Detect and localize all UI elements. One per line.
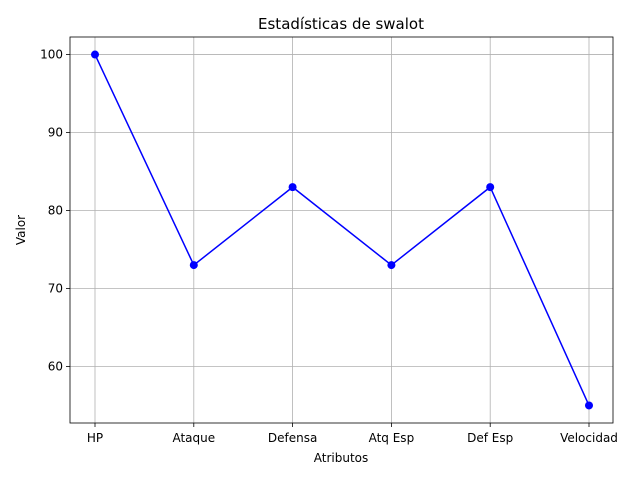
axis-ticks: HP Ataque Defensa Atq Esp Def Esp Velocidad 60…	[40, 48, 618, 445]
y-tick-label: 60	[48, 359, 63, 373]
data-point	[91, 50, 99, 59]
data-series	[91, 50, 593, 410]
data-point	[288, 183, 297, 192]
data-point	[387, 261, 396, 270]
plot-frame	[69, 36, 614, 424]
series-line	[94, 54, 590, 406]
x-tick-label: Def Esp	[467, 431, 513, 445]
x-tick-label: HP	[87, 431, 103, 445]
y-tick-label: 70	[48, 281, 63, 295]
y-tick-label: 100	[40, 48, 63, 62]
data-point	[189, 261, 198, 270]
x-tick-label: Defensa	[268, 431, 317, 445]
x-tick-label: Atq Esp	[369, 431, 415, 445]
data-point	[585, 401, 593, 410]
y-tick-label: 90	[48, 126, 63, 140]
x-tick-label: Velocidad	[560, 431, 618, 445]
y-tick-label: 80	[48, 204, 63, 218]
grid-lines	[70, 37, 613, 423]
x-tick-label: Ataque	[172, 431, 215, 445]
data-point	[486, 183, 495, 192]
chart-title: Estadísticas de swalot	[258, 15, 424, 33]
y-axis-label: Valor	[14, 215, 28, 245]
x-axis-label: Atributos	[314, 451, 369, 465]
